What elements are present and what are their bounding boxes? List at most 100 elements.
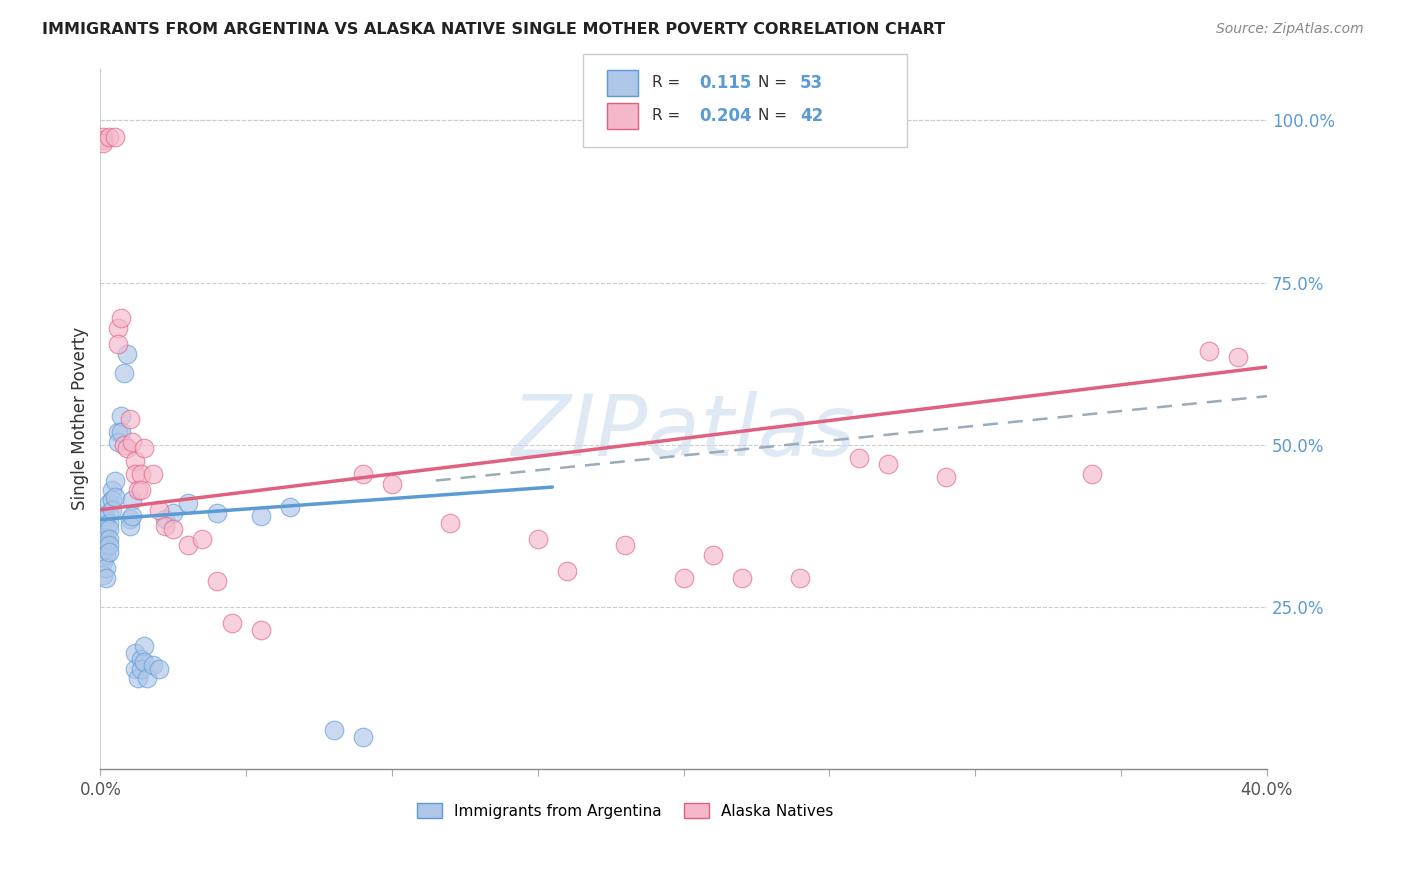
Point [177, 496, 200, 510]
Point [439, 516, 461, 530]
Point [107, 425, 129, 439]
Point [96, 571, 118, 585]
Point [1081, 467, 1104, 481]
Point [104, 490, 127, 504]
Text: 0.204: 0.204 [699, 107, 751, 125]
Point [96, 512, 118, 526]
Point [96, 548, 118, 562]
Text: 0.115: 0.115 [699, 74, 751, 92]
Point [527, 532, 550, 546]
Text: N =: N = [758, 76, 787, 90]
Point [1226, 351, 1249, 365]
Point [104, 474, 127, 488]
Point [110, 311, 132, 326]
Point [98, 496, 121, 510]
Point [101, 493, 124, 508]
Point [91, 567, 114, 582]
Point [614, 538, 637, 552]
Point [381, 476, 404, 491]
Point [129, 467, 152, 481]
Point [177, 538, 200, 552]
Point [148, 662, 170, 676]
Point [118, 519, 141, 533]
Point [115, 347, 138, 361]
Point [205, 506, 228, 520]
Point [98, 545, 121, 559]
Text: ZIPatlas: ZIPatlas [512, 392, 856, 475]
Point [132, 639, 155, 653]
Text: IMMIGRANTS FROM ARGENTINA VS ALASKA NATIVE SINGLE MOTHER POVERTY CORRELATION CHA: IMMIGRANTS FROM ARGENTINA VS ALASKA NATI… [42, 22, 945, 37]
Text: Source: ZipAtlas.com: Source: ZipAtlas.com [1216, 22, 1364, 37]
Point [352, 467, 374, 481]
Point [110, 425, 132, 439]
Point [124, 454, 146, 468]
Point [136, 672, 159, 686]
Point [249, 623, 271, 637]
Point [153, 519, 176, 533]
Point [124, 467, 146, 481]
Point [672, 571, 695, 585]
Point [121, 509, 143, 524]
Point [98, 538, 121, 552]
Point [935, 470, 957, 484]
Text: 53: 53 [800, 74, 823, 92]
Point [91, 133, 114, 147]
Point [112, 438, 135, 452]
Point [162, 522, 184, 536]
Point [142, 467, 165, 481]
Point [107, 337, 129, 351]
Point [96, 532, 118, 546]
Legend: Immigrants from Argentina, Alaska Natives: Immigrants from Argentina, Alaska Native… [411, 797, 839, 825]
Point [96, 561, 118, 575]
Point [110, 409, 132, 423]
Point [98, 506, 121, 520]
Point [112, 367, 135, 381]
Point [101, 483, 124, 498]
Point [96, 538, 118, 552]
Point [789, 571, 811, 585]
Text: R =: R = [652, 109, 681, 123]
Point [702, 548, 724, 562]
Point [98, 516, 121, 530]
Point [91, 555, 114, 569]
Point [124, 662, 146, 676]
Point [118, 412, 141, 426]
Point [96, 522, 118, 536]
Point [124, 646, 146, 660]
Point [98, 522, 121, 536]
Point [278, 500, 301, 514]
Point [142, 658, 165, 673]
Point [322, 723, 344, 738]
Point [249, 509, 271, 524]
Point [205, 574, 228, 588]
Point [555, 565, 578, 579]
Point [98, 532, 121, 546]
Point [121, 434, 143, 449]
Point [91, 136, 114, 150]
Point [848, 450, 870, 465]
Point [91, 129, 114, 144]
Point [132, 441, 155, 455]
Point [127, 672, 149, 686]
Text: N =: N = [758, 109, 787, 123]
Point [132, 655, 155, 669]
Point [1198, 343, 1220, 358]
Point [115, 441, 138, 455]
Point [96, 541, 118, 556]
Point [129, 483, 152, 498]
Point [98, 129, 121, 144]
Point [101, 502, 124, 516]
Point [129, 662, 152, 676]
Point [107, 321, 129, 335]
Point [162, 506, 184, 520]
Y-axis label: Single Mother Poverty: Single Mother Poverty [72, 327, 89, 510]
Point [129, 652, 152, 666]
Point [876, 458, 898, 472]
Text: R =: R = [652, 76, 681, 90]
Point [107, 434, 129, 449]
Point [352, 730, 374, 744]
Point [221, 616, 243, 631]
Point [127, 483, 149, 498]
Point [118, 512, 141, 526]
Point [104, 129, 127, 144]
